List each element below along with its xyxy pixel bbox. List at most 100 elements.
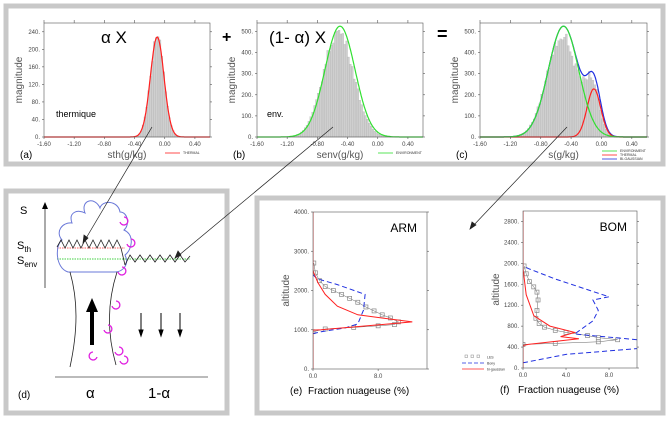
histogram-bar xyxy=(357,89,359,137)
histogram-bar xyxy=(338,30,340,137)
histogram-bar xyxy=(376,133,378,137)
histogram-bar xyxy=(594,85,596,137)
legend-swatch xyxy=(477,355,480,358)
y-tick-label: 400. xyxy=(507,345,519,351)
histogram-bar xyxy=(331,45,333,137)
y-tick-label: 120. xyxy=(28,82,40,88)
histogram-bar xyxy=(543,91,545,137)
histogram-bar xyxy=(366,119,368,137)
histogram-bar xyxy=(573,66,575,137)
histogram-bar xyxy=(552,55,554,137)
legend-label: BI-GAUSSIAN xyxy=(620,157,643,161)
histogram-bar xyxy=(590,78,592,137)
y-tick-label: 1200. xyxy=(504,303,519,309)
y-tick-label: 1600. xyxy=(504,282,519,288)
one-minus-alpha-label: 1-α xyxy=(148,385,170,402)
les-line xyxy=(313,263,399,332)
y-tick-label: 160. xyxy=(28,65,40,71)
x-tick-label: 0.0 xyxy=(519,373,528,379)
y-tick-label: 400. xyxy=(464,51,476,57)
y-tick-label: 2800. xyxy=(504,219,519,225)
plot-area xyxy=(311,212,412,369)
histogram-bar xyxy=(603,124,605,137)
x-tick-label: 0.40 xyxy=(626,142,638,148)
x-tick-label: 0.00 xyxy=(372,142,384,148)
legend-label: LES xyxy=(487,355,494,359)
y-tick-label: 500. xyxy=(464,29,476,35)
y-tick-label: 0. xyxy=(514,366,519,372)
panel-annotation: env. xyxy=(267,109,283,119)
x-tick-label: 0.00 xyxy=(159,142,171,148)
plus-operator: + xyxy=(222,29,231,46)
panel-label: (b) xyxy=(233,150,245,161)
y-tick-label: 300. xyxy=(464,72,476,78)
y-tick-label: 500. xyxy=(241,29,253,35)
histogram-bar xyxy=(353,79,355,137)
x-tick-label: -1.20 xyxy=(280,142,294,148)
histogram-bar xyxy=(567,46,569,137)
y-tick-label: 200. xyxy=(464,93,476,99)
x-tick-label: 0.40 xyxy=(189,142,201,148)
panel-label: (f) xyxy=(500,385,509,396)
histogram-bar xyxy=(321,82,323,137)
legend-label: bi-gaussian xyxy=(487,367,505,371)
x-tick-label: 8.0 xyxy=(374,374,383,380)
histogram-bar xyxy=(334,32,336,137)
histogram-bar xyxy=(365,116,367,137)
histogram-bar xyxy=(368,123,370,137)
histogram-bar xyxy=(372,129,374,137)
x-axis-label: sth(g/kg) xyxy=(108,150,147,161)
series-bony xyxy=(523,349,637,363)
histogram-bar xyxy=(359,100,361,137)
panel-label: (a) xyxy=(20,150,32,161)
y-tick-label: 80. xyxy=(32,100,41,106)
histogram-bar xyxy=(565,34,567,137)
legend-label: ENVIRONMENT xyxy=(396,151,423,155)
series-bi-gaussian xyxy=(313,212,412,369)
panel-title: ARM xyxy=(390,221,417,235)
y-axis-label: magnitude xyxy=(450,56,461,103)
panel-title: BOM xyxy=(600,220,627,234)
y-tick-label: 240. xyxy=(28,30,40,36)
histogram-bar xyxy=(327,50,329,137)
y-tick-label: 100. xyxy=(241,114,253,120)
series-bi-gaussian xyxy=(523,211,579,368)
histogram-bar xyxy=(155,38,157,137)
histogram-bar xyxy=(336,31,338,137)
histogram-bar xyxy=(344,44,346,137)
y-tick-label: 800. xyxy=(507,324,519,330)
y-tick-label: 200. xyxy=(241,93,253,99)
histogram-bar xyxy=(554,43,556,137)
y-tick-label: 200. xyxy=(28,47,40,53)
x-tick-label: -0.80 xyxy=(534,142,548,148)
histogram-bar xyxy=(355,82,357,137)
histogram-bar xyxy=(378,134,380,137)
histogram-bar xyxy=(562,40,564,137)
histogram-bar xyxy=(342,33,344,137)
y-axis-label: altitude xyxy=(491,273,502,306)
x-axis-label: senv(g/kg) xyxy=(317,150,364,161)
y-tick-label: 0. xyxy=(35,135,40,141)
x-axis-label: s(g/kg) xyxy=(548,150,579,161)
histogram-bar xyxy=(571,56,573,137)
x-tick-label: -1.60 xyxy=(250,142,264,148)
histogram-bar xyxy=(349,64,351,137)
histogram-bar xyxy=(569,52,571,137)
x-axis-label: Fraction nuageuse (%) xyxy=(518,385,619,396)
panel-title: (1- α) X xyxy=(269,28,326,47)
plot-frame xyxy=(313,212,427,369)
panel-label-d: (d) xyxy=(18,390,30,401)
histogram-bar xyxy=(351,66,353,137)
x-tick-label: 0.0 xyxy=(309,374,318,380)
plume-left-edge xyxy=(70,272,76,367)
plume-right-edge xyxy=(109,272,117,365)
histogram-bar xyxy=(159,40,161,137)
x-tick-label: -1.60 xyxy=(473,142,487,148)
histogram-bar xyxy=(575,64,577,137)
y-axis-label: altitude xyxy=(281,274,292,307)
panel-title: α X xyxy=(101,28,127,47)
